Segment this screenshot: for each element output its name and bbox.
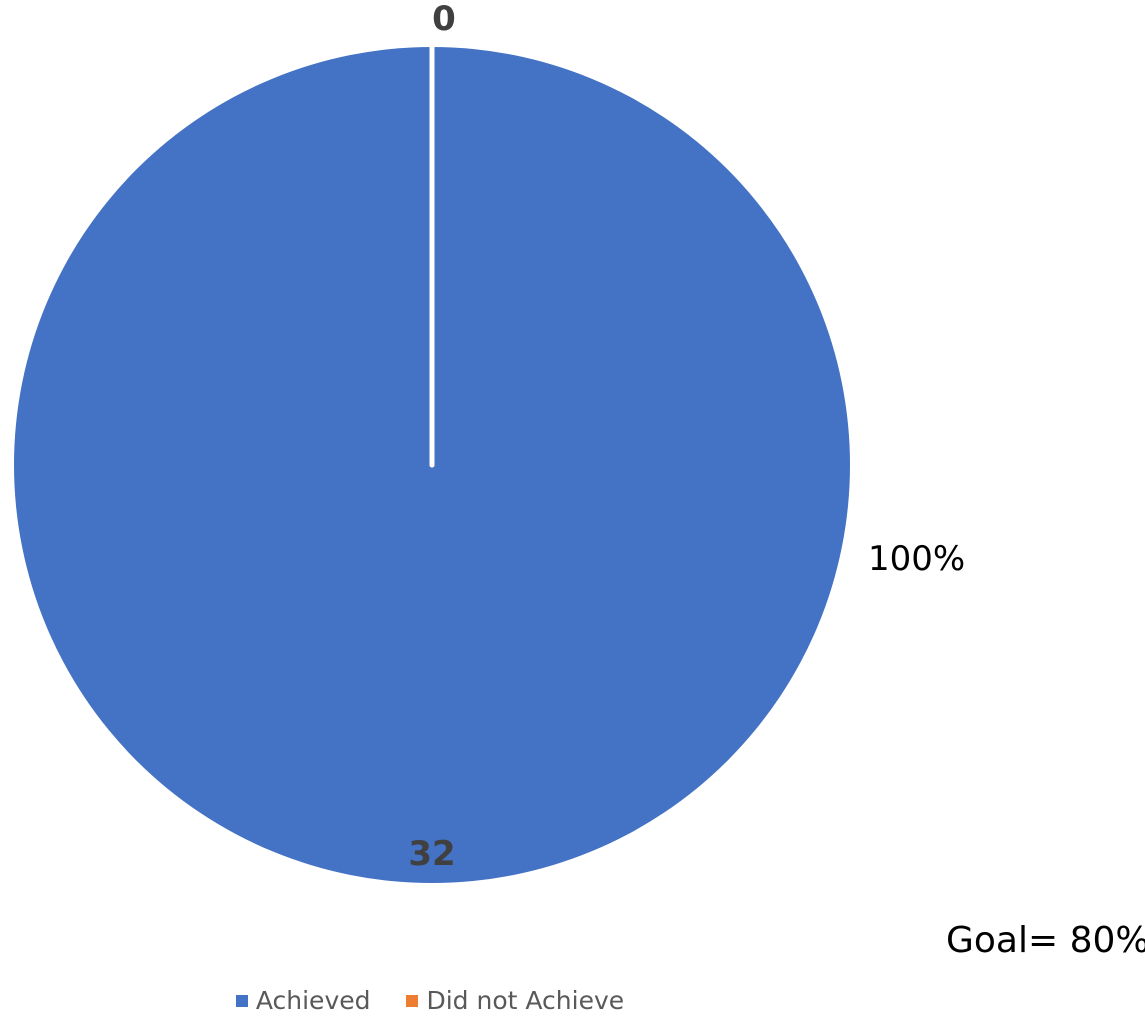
legend-label-did-not-achieve: Did not Achieve xyxy=(426,986,625,1015)
legend-entry-achieved: Achieved xyxy=(235,986,371,1015)
legend: Achieved Did not Achieve xyxy=(0,986,860,1015)
percent-label-achieved: 100% xyxy=(868,539,965,579)
legend-swatch-achieved xyxy=(235,994,248,1007)
legend-label-achieved: Achieved xyxy=(255,986,371,1015)
legend-swatch-did-not-achieve xyxy=(406,994,419,1007)
data-label-achieved: 32 xyxy=(408,834,455,874)
legend-entry-did-not-achieve: Did not Achieve xyxy=(406,986,624,1015)
data-label-did-not-achieve: 0 xyxy=(432,0,456,39)
goal-annotation: Goal= 80% xyxy=(946,920,1145,961)
